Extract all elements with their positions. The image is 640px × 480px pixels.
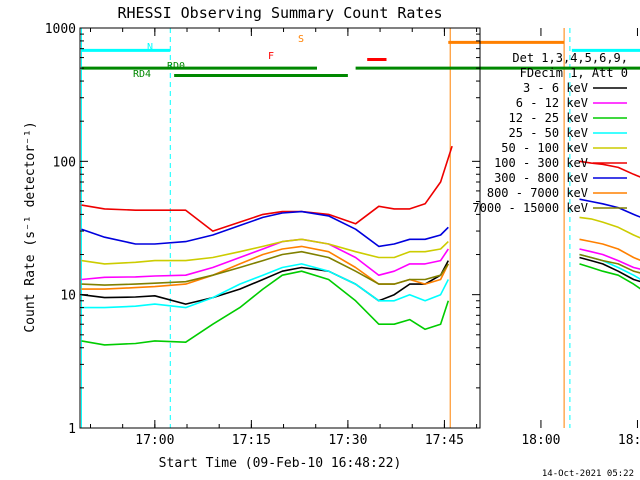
legend-label-4: 50 - 100 keV (501, 141, 588, 155)
series-line-3-6-kev-seg-0 (81, 260, 450, 305)
legend-label-6: 300 - 800 keV (494, 171, 588, 185)
legend-header-line-2: FDecim 1, Att 0 (520, 66, 628, 80)
flag-label-rd4: RD4 (133, 69, 151, 80)
y-tick-label-100: 100 (53, 155, 76, 170)
y-axis-label: Count Rate (s⁻¹ detector⁻¹) (23, 121, 38, 332)
x-tick-label-2: 17:30 (328, 433, 367, 448)
legend: Det 1,3,4,5,6,9, FDecim 1, Att 0 3 - 6 k… (472, 51, 628, 215)
x-axis-label: Start Time (09-Feb-10 16:48:22) (159, 456, 402, 471)
flag-label-rd0: RD0 (167, 61, 185, 72)
x-tick-label-0: 17:00 (135, 433, 174, 448)
series-line-300-800-kev-seg-0 (81, 210, 449, 248)
series-line-7000-15000-kev-seg-0 (81, 250, 449, 286)
series-line-100-300-kev-seg-1 (579, 160, 640, 178)
x-tick-label-1: 17:15 (232, 433, 271, 448)
flag-label-n: N (147, 42, 153, 53)
legend-label-8: 7000 - 15000 keV (472, 201, 588, 215)
footer-timestamp: 14-Oct-2021 05:22 (542, 469, 634, 479)
series-line-50-100-kev-seg-0 (81, 238, 449, 265)
legend-label-7: 800 - 7000 keV (487, 186, 588, 200)
flag-label-f: F (268, 51, 274, 62)
series-line-7000-15000-kev-seg-1 (579, 253, 640, 274)
flag-label-s: S (298, 34, 304, 45)
x-tick-label-3: 17:45 (425, 433, 464, 448)
series-line-25-50-kev-seg-0 (81, 263, 450, 309)
x-tick-label-5: 18:15 (618, 433, 640, 448)
x-tick-label-4: 18:00 (521, 433, 560, 448)
y-tick-label-10: 10 (60, 289, 76, 304)
legend-label-2: 12 - 25 keV (509, 111, 588, 125)
legend-label-1: 6 - 12 keV (516, 96, 588, 110)
series-line-3-6-kev-seg-1 (579, 256, 640, 283)
plot-frame (79, 27, 481, 429)
legend-label-0: 3 - 6 keV (523, 81, 588, 95)
series-line-6-12-kev-seg-1 (579, 248, 640, 270)
legend-header-line-1: Det 1,3,4,5,6,9, (512, 51, 628, 65)
series-line-800-7000-kev-seg-1 (579, 238, 640, 262)
y-tick-label-1: 1 (68, 422, 76, 437)
series-line-12-25-kev-seg-1 (579, 263, 640, 290)
legend-label-3: 25 - 50 keV (509, 126, 588, 140)
chart-title: RHESSI Observing Summary Count Rates (117, 4, 442, 22)
series-line-50-100-kev-seg-1 (579, 216, 640, 239)
y-tick-label-1000: 1000 (45, 22, 76, 37)
legend-label-5: 100 - 300 keV (494, 156, 588, 170)
series-line-12-25-kev-seg-0 (81, 270, 450, 346)
plot-area: N RD0 RD4 S F 1 10 100 1000 17:00 17:15 17:30 17:45 1… (45, 22, 640, 448)
